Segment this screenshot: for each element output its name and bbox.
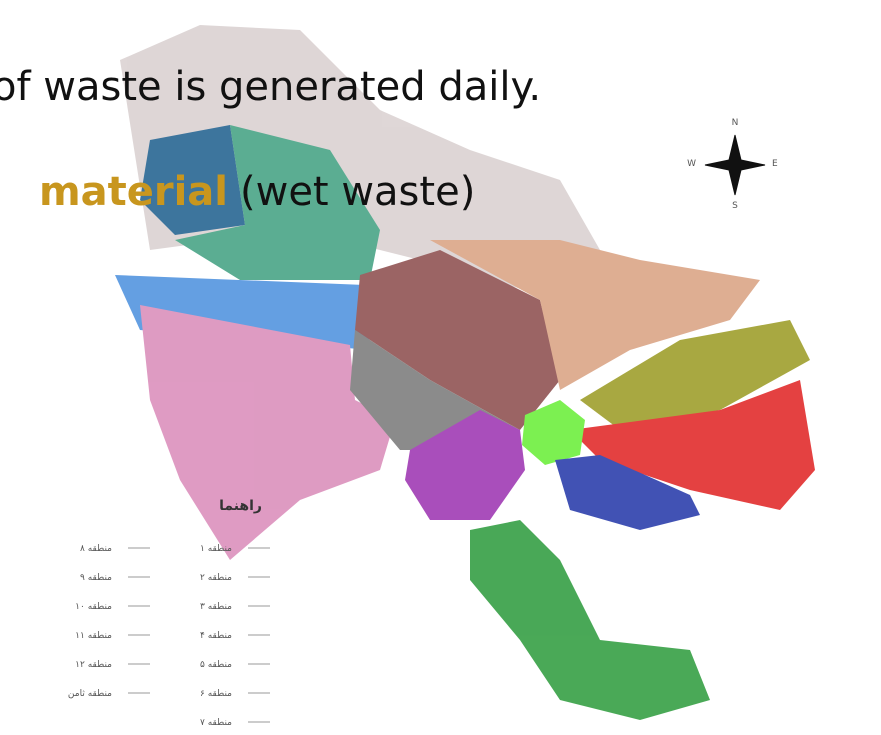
legend-entry: منطقه ۴ (200, 631, 232, 641)
legend-entry: منطقه ۶ (200, 689, 232, 699)
legend-entry: منطقه ۱۱ (75, 631, 112, 641)
legend-entry: منطقه ۲ (200, 573, 232, 583)
legend-entry: منطقه ۳ (200, 602, 232, 612)
legend-entry: منطقه ثامن (68, 689, 112, 699)
legend-entry: منطقه ۱۲ (75, 660, 112, 670)
compass-rose (705, 135, 765, 195)
highlight-text: material (39, 169, 228, 215)
map-region (470, 520, 710, 720)
compass-label: W (687, 159, 696, 169)
legend-entry: منطقه ۷ (200, 718, 232, 728)
compass-label: E (772, 159, 778, 169)
legend-entry: منطقه ۱۰ (75, 602, 112, 612)
slide-text: (wet waste) (240, 169, 475, 215)
city-map (115, 25, 815, 720)
legend-title: راهنما (219, 498, 262, 514)
slide: N E S W of waste is generated daily. mat… (0, 0, 881, 735)
legend-entry: منطقه ۸ (80, 544, 112, 554)
compass-label: S (732, 201, 738, 211)
slide-text: of waste is generated daily. (0, 64, 541, 110)
legend-entry: منطقه ۵ (200, 660, 232, 670)
legend-entry: منطقه ۱ (200, 544, 232, 554)
compass-label: N (732, 118, 739, 128)
legend-entry: منطقه ۹ (80, 573, 112, 583)
